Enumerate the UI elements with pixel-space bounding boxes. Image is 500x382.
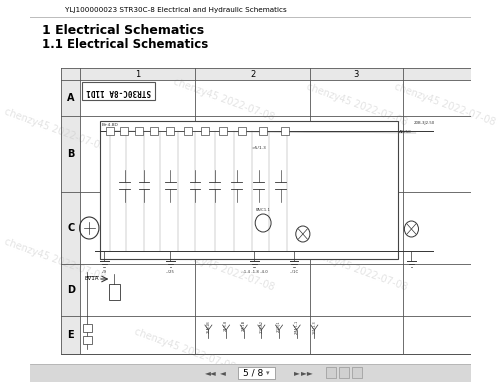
Text: 24/5.8: 24/5.8: [224, 320, 228, 331]
Text: C: C: [67, 223, 74, 233]
Bar: [238, 367, 275, 379]
Text: 2M/1B: 2M/1B: [242, 320, 246, 331]
Text: ▾: ▾: [266, 370, 270, 376]
Bar: [352, 367, 362, 378]
Text: PA/C1.1: PA/C1.1: [256, 208, 270, 212]
Bar: [281, 127, 288, 135]
Text: 2G1/A2: 2G1/A2: [260, 320, 264, 333]
Text: chenzy45 2022-07-08: chenzy45 2022-07-08: [3, 237, 106, 283]
Bar: [202, 127, 209, 135]
Bar: [100, 121, 398, 259]
Bar: [108, 284, 120, 300]
Text: chenzy45 2022-07-08: chenzy45 2022-07-08: [393, 82, 497, 128]
Bar: [258, 127, 266, 135]
Text: A: A: [67, 93, 74, 103]
Text: YLJ100000023 STR30C-8 Electrical and Hydraulic Schematics: YLJ100000023 STR30C-8 Electrical and Hyd…: [66, 7, 287, 13]
Text: chenzy45 2022-07-08: chenzy45 2022-07-08: [172, 77, 276, 123]
Text: 1.1 Electrical Schematics: 1.1 Electrical Schematics: [42, 37, 208, 50]
Bar: [61, 68, 472, 354]
Text: -/9: -/9: [102, 270, 107, 274]
Bar: [82, 82, 154, 100]
Bar: [166, 127, 174, 135]
Text: 2M4/1.1: 2M4/1.1: [294, 320, 298, 334]
Text: STR30C-8A 11D1: STR30C-8A 11D1: [86, 86, 150, 96]
Bar: [219, 127, 227, 135]
Text: E: E: [68, 330, 74, 340]
Bar: [326, 367, 336, 378]
Text: 1 Electrical Schematics: 1 Electrical Schematics: [42, 24, 204, 37]
Text: AD/5C: AD/5C: [399, 130, 411, 134]
Text: B: B: [67, 149, 74, 159]
Bar: [106, 127, 114, 135]
Text: ►►: ►►: [301, 369, 315, 377]
Bar: [135, 127, 143, 135]
Text: --/25: --/25: [166, 270, 175, 274]
Text: 25A/1B: 25A/1B: [206, 320, 210, 333]
Bar: [83, 324, 92, 332]
Text: chenzy45 2022-07-08: chenzy45 2022-07-08: [3, 107, 106, 153]
Text: chenzy45 2022-07-08: chenzy45 2022-07-08: [305, 82, 408, 128]
Text: >5/1.3: >5/1.3: [252, 146, 266, 150]
Text: chenzy45 2022-07-08: chenzy45 2022-07-08: [172, 247, 276, 293]
Text: ◄: ◄: [220, 369, 226, 377]
Text: --/1C: --/1C: [290, 270, 298, 274]
Text: ►: ►: [294, 369, 300, 377]
Text: --1.4 -1.8 -4.0: --1.4 -1.8 -4.0: [241, 270, 268, 274]
Bar: [184, 127, 192, 135]
Bar: [120, 127, 128, 135]
Text: 1: 1: [135, 70, 140, 78]
Bar: [80, 68, 471, 80]
Text: 20B-3J2.50: 20B-3J2.50: [414, 121, 436, 125]
Text: 2: 2: [250, 70, 255, 78]
Text: B+4.8D: B+4.8D: [102, 123, 119, 127]
Text: chenzy45 2022-07-08: chenzy45 2022-07-08: [133, 327, 236, 373]
Bar: [83, 336, 92, 344]
Text: 1B1/1.3: 1B1/1.3: [312, 320, 316, 333]
Bar: [150, 127, 158, 135]
Text: 2G2/J1: 2G2/J1: [277, 320, 281, 332]
Text: 3: 3: [354, 70, 359, 78]
Bar: [238, 127, 246, 135]
Text: 5 / 8: 5 / 8: [244, 369, 264, 377]
Text: chenzy45 2022-07-08: chenzy45 2022-07-08: [305, 247, 408, 293]
Bar: [30, 364, 472, 382]
Text: BV1A: BV1A: [85, 277, 100, 282]
Text: ◄◄: ◄◄: [205, 369, 217, 377]
Bar: [61, 68, 80, 354]
Bar: [339, 367, 349, 378]
Text: D: D: [66, 285, 74, 295]
